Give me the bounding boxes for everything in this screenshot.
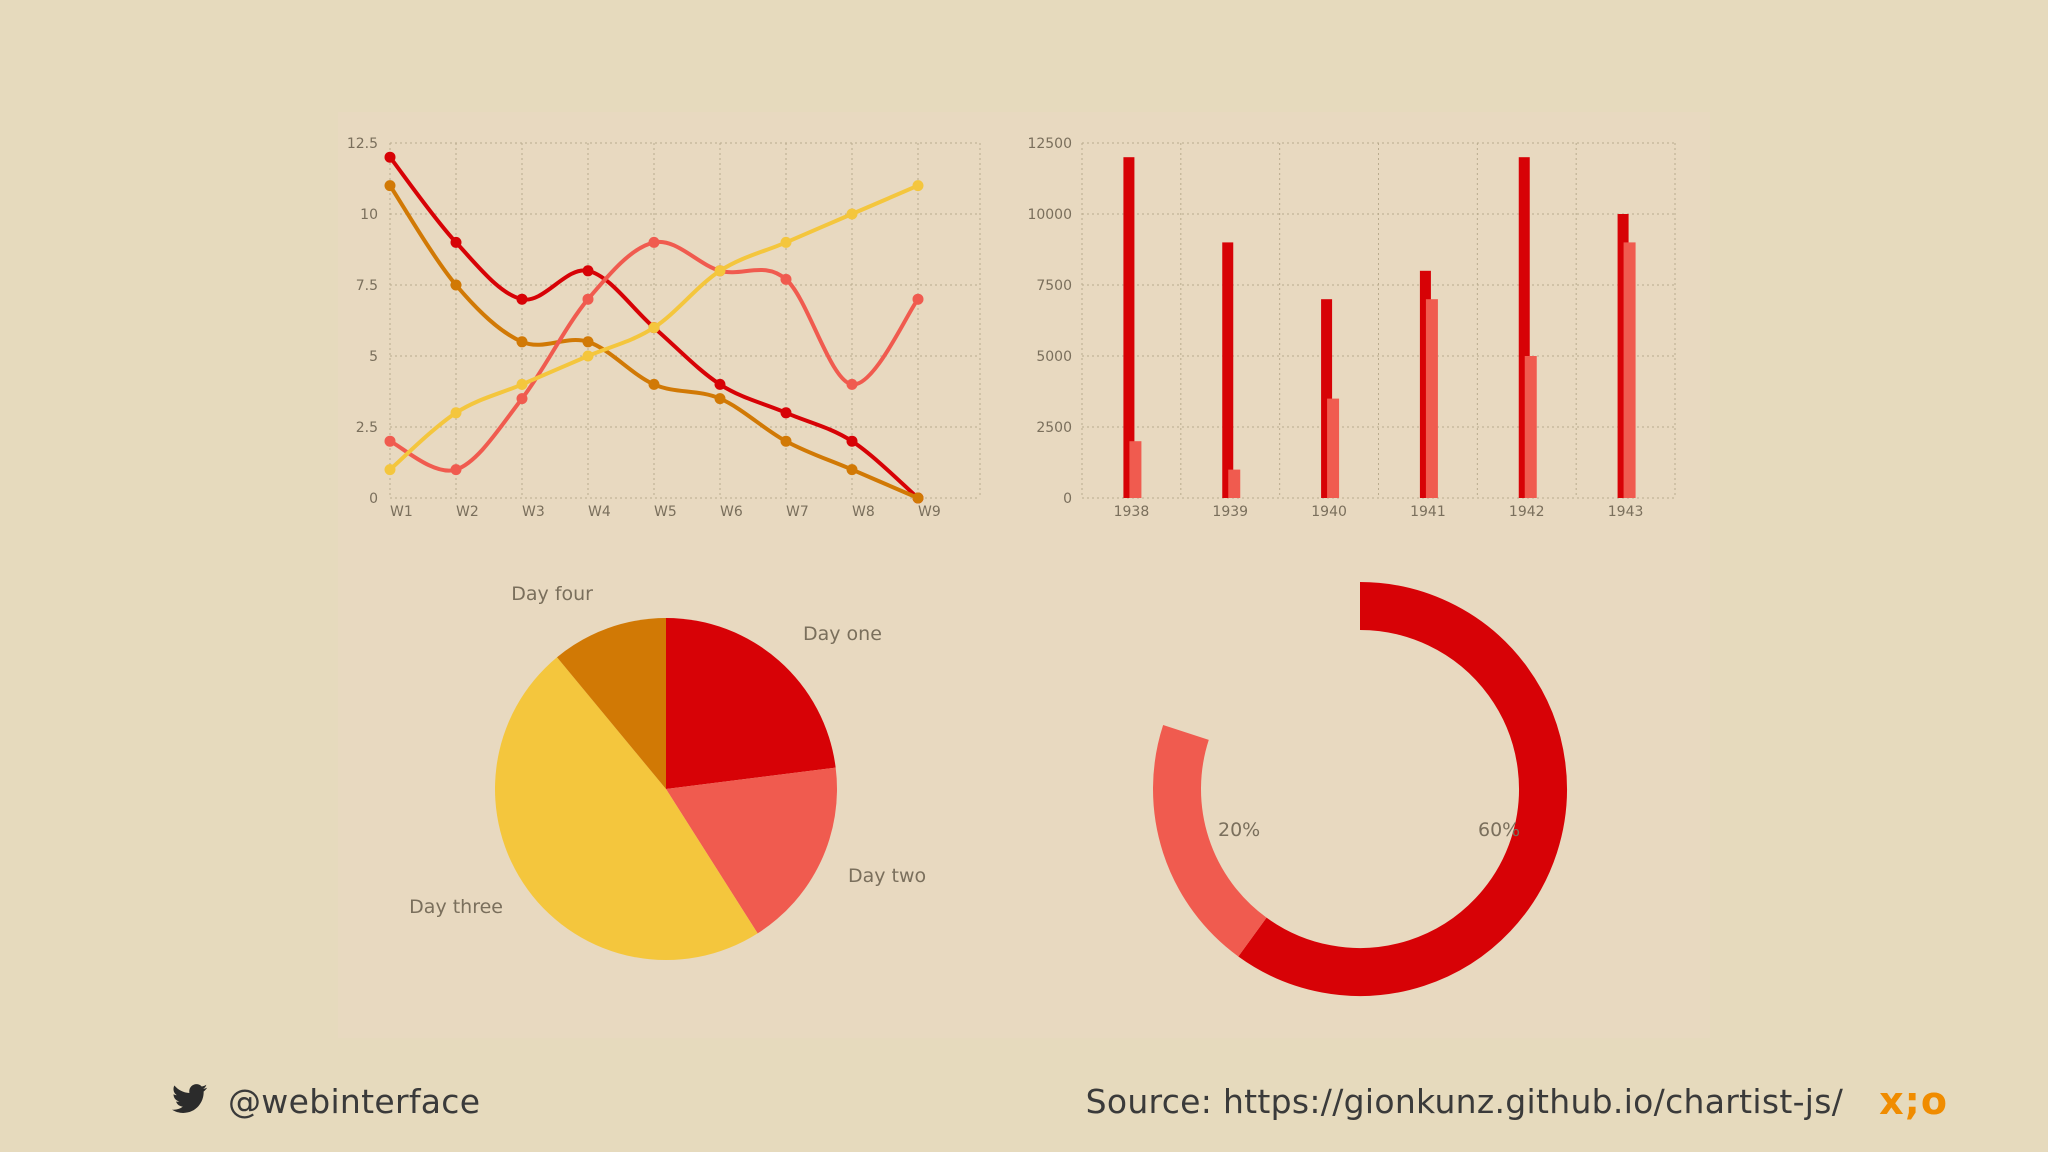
x-tick-label: W1 <box>390 504 413 520</box>
bar <box>1129 441 1142 498</box>
data-point <box>384 180 396 192</box>
brand-logo: x;o <box>1879 1079 1948 1123</box>
donut-segment <box>1238 582 1567 996</box>
data-point <box>384 435 396 447</box>
x-tick-label: W2 <box>456 504 479 520</box>
bar <box>1623 242 1636 498</box>
data-point <box>912 180 924 192</box>
data-point <box>780 435 792 447</box>
pie-slice-label: Day two <box>848 865 926 887</box>
donut-segment-label: 20% <box>1218 819 1260 841</box>
x-tick-label: W6 <box>720 504 743 520</box>
data-point <box>450 464 462 476</box>
pie-chart: Day one Day two Day three Day four <box>409 583 926 961</box>
y-tick-label: 10 <box>360 207 378 223</box>
x-tick-label: 1940 <box>1311 504 1347 520</box>
bar <box>1425 299 1438 498</box>
x-tick-label: W8 <box>852 504 875 520</box>
data-point <box>516 293 528 305</box>
x-tick-label: W3 <box>522 504 545 520</box>
y-tick-label: 2.5 <box>356 420 378 436</box>
data-point <box>648 236 660 248</box>
x-tick-label: W5 <box>654 504 677 520</box>
y-tick-label: 10000 <box>1027 207 1072 223</box>
data-point <box>846 208 858 220</box>
data-point <box>912 293 924 305</box>
data-point <box>384 151 396 163</box>
bar <box>1123 157 1135 498</box>
bar <box>1617 214 1629 498</box>
x-tick-label: 1938 <box>1114 504 1150 520</box>
y-tick-label: 5 <box>369 349 378 365</box>
data-point <box>780 236 792 248</box>
data-point <box>582 336 594 348</box>
data-point <box>516 336 528 348</box>
twitter-bird-icon[interactable] <box>172 1084 208 1118</box>
data-point <box>582 350 594 362</box>
y-tick-label: 5000 <box>1036 349 1072 365</box>
footer-right: Source: https://gionkunz.github.io/chart… <box>1086 1078 1948 1124</box>
data-point <box>912 492 924 504</box>
data-point <box>516 393 528 405</box>
bar-chart: 0 2500 5000 7500 10000 12500 1938 1939 1940 1941 1… <box>1027 136 1676 520</box>
twitter-handle[interactable]: @webinterface <box>228 1081 481 1121</box>
x-tick-label: W9 <box>918 504 941 520</box>
bar <box>1524 356 1537 498</box>
data-point <box>714 265 726 277</box>
bar <box>1321 299 1333 498</box>
pie-slice <box>494 657 758 961</box>
data-point <box>780 273 792 285</box>
y-tick-label: 12500 <box>1027 136 1072 152</box>
source-link[interactable]: Source: https://gionkunz.github.io/chart… <box>1085 1081 1844 1121</box>
bar <box>1222 242 1234 498</box>
data-point <box>384 464 396 476</box>
data-point <box>582 293 594 305</box>
y-tick-label: 12.5 <box>347 136 378 152</box>
x-tick-label: 1943 <box>1608 504 1644 520</box>
bar <box>1419 270 1431 498</box>
line-chart: 0 2.5 5 7.5 10 12.5 W1 W2 W3 W4 W5 W6 W7 W8 W9 <box>347 136 981 520</box>
data-point <box>714 378 726 390</box>
x-tick-label: W4 <box>588 504 611 520</box>
pie-slice-label: Day three <box>409 896 503 918</box>
pie-slice <box>666 767 837 934</box>
data-point <box>648 378 660 390</box>
pie-slice <box>666 618 836 789</box>
data-point <box>846 435 858 447</box>
pie-slice <box>557 618 666 789</box>
data-point <box>450 279 462 291</box>
bar <box>1327 398 1340 498</box>
data-point <box>516 378 528 390</box>
data-point <box>780 407 792 419</box>
x-tick-label: W7 <box>786 504 809 520</box>
y-tick-label: 7500 <box>1036 278 1072 294</box>
data-point <box>846 464 858 476</box>
donut-segment <box>1153 725 1267 957</box>
data-point <box>714 393 726 405</box>
series-line <box>388 184 919 500</box>
pie-slice-label: Day four <box>511 583 593 605</box>
data-point <box>450 236 462 248</box>
data-point <box>450 407 462 419</box>
y-tick-label: 0 <box>369 491 378 507</box>
donut-chart: 60% 20% <box>1153 582 1567 996</box>
pie-slice-label: Day one <box>803 623 882 645</box>
donut-segment-label: 60% <box>1478 819 1520 841</box>
data-point <box>648 322 660 334</box>
y-tick-label: 0 <box>1063 491 1072 507</box>
y-tick-label: 2500 <box>1036 420 1072 436</box>
data-point <box>582 265 594 277</box>
x-tick-label: 1942 <box>1509 504 1545 520</box>
footer-left: @webinterface <box>172 1078 480 1124</box>
x-tick-label: 1939 <box>1212 504 1248 520</box>
x-tick-label: 1941 <box>1410 504 1446 520</box>
bar <box>1518 157 1530 498</box>
y-tick-label: 7.5 <box>356 278 378 294</box>
bar <box>1228 469 1241 498</box>
data-point <box>846 378 858 390</box>
